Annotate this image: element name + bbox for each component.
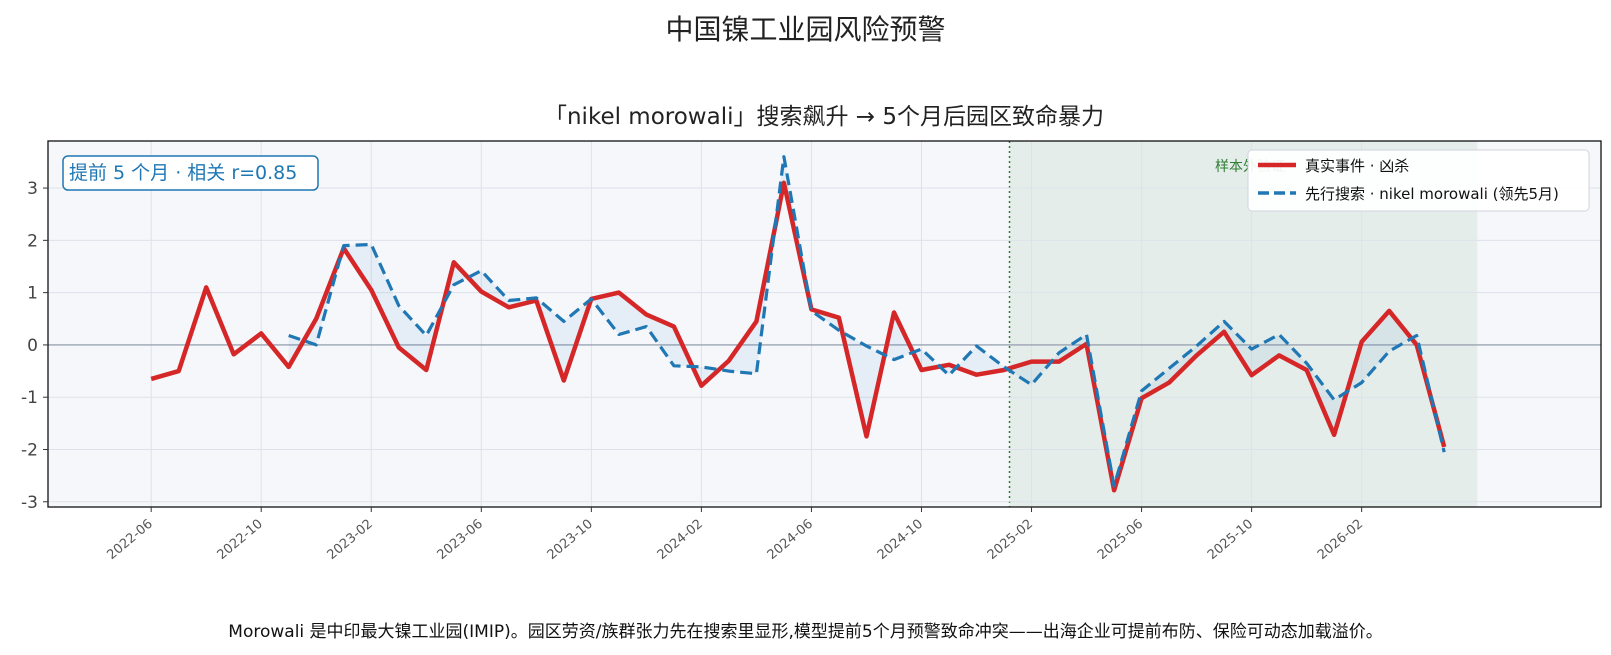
y-tick-label: 2 [27, 231, 38, 251]
x-tick-label: 2026-02 [1315, 517, 1366, 563]
x-tick-label: 2024-10 [875, 517, 926, 563]
x-tick-label: 2025-06 [1095, 517, 1146, 563]
gap-fill-area [288, 156, 1445, 491]
x-tick-label: 2024-02 [655, 517, 706, 563]
series-line-actual [150, 180, 1447, 493]
x-tick-label: 2023-02 [325, 517, 376, 563]
gap-fill [288, 156, 1445, 491]
x-tick-label: 2024-06 [765, 517, 816, 563]
y-tick-label: 1 [27, 284, 38, 304]
chart-title: 「nikel morowali」搜索飙升 → 5个月后园区致命暴力 [544, 104, 1104, 130]
y-tick-label: 3 [27, 179, 38, 199]
x-tick-label: 2023-06 [435, 517, 486, 563]
footer-note: Morowali 是中印最大镍工业园(IMIP)。园区劳资/族群张力先在搜索里显… [228, 622, 1383, 642]
x-tick-label: 2022-06 [104, 517, 155, 563]
chart-svg: 「nikel morowali」搜索飙升 → 5个月后园区致命暴力 样本外验证 … [21, 104, 1602, 563]
series-line-search [288, 155, 1446, 488]
y-axis: -3 -2 -1 0 1 2 3 [21, 179, 48, 513]
y-tick-label: -1 [21, 388, 38, 408]
plot-frame [47, 140, 1602, 508]
x-tick-label: 2025-02 [985, 517, 1036, 563]
y-tick-label: 0 [27, 336, 38, 356]
y-tick-label: -2 [21, 440, 38, 460]
x-tick-label: 2023-10 [545, 517, 596, 563]
legend-label-actual: 真实事件 · 凶杀 [1305, 157, 1409, 175]
annotation-box: 提前 5 个月 · 相关 r=0.85 [62, 155, 319, 191]
legend: 真实事件 · 凶杀 先行搜索 · nikel morowali (领先5月) [1247, 149, 1590, 212]
x-tick-label: 2022-10 [215, 517, 266, 563]
x-axis: 2022-06 2022-10 2023-02 2023-06 2023-10 2024-… [104, 507, 1366, 563]
page-title: 中国镍工业园风险预警 [665, 13, 946, 46]
y-tick-label: -3 [21, 493, 38, 513]
x-tick-label: 2025-10 [1205, 517, 1256, 563]
legend-label-search: 先行搜索 · nikel morowali (领先5月) [1305, 185, 1559, 203]
annotation-text: 提前 5 个月 · 相关 r=0.85 [69, 162, 297, 184]
